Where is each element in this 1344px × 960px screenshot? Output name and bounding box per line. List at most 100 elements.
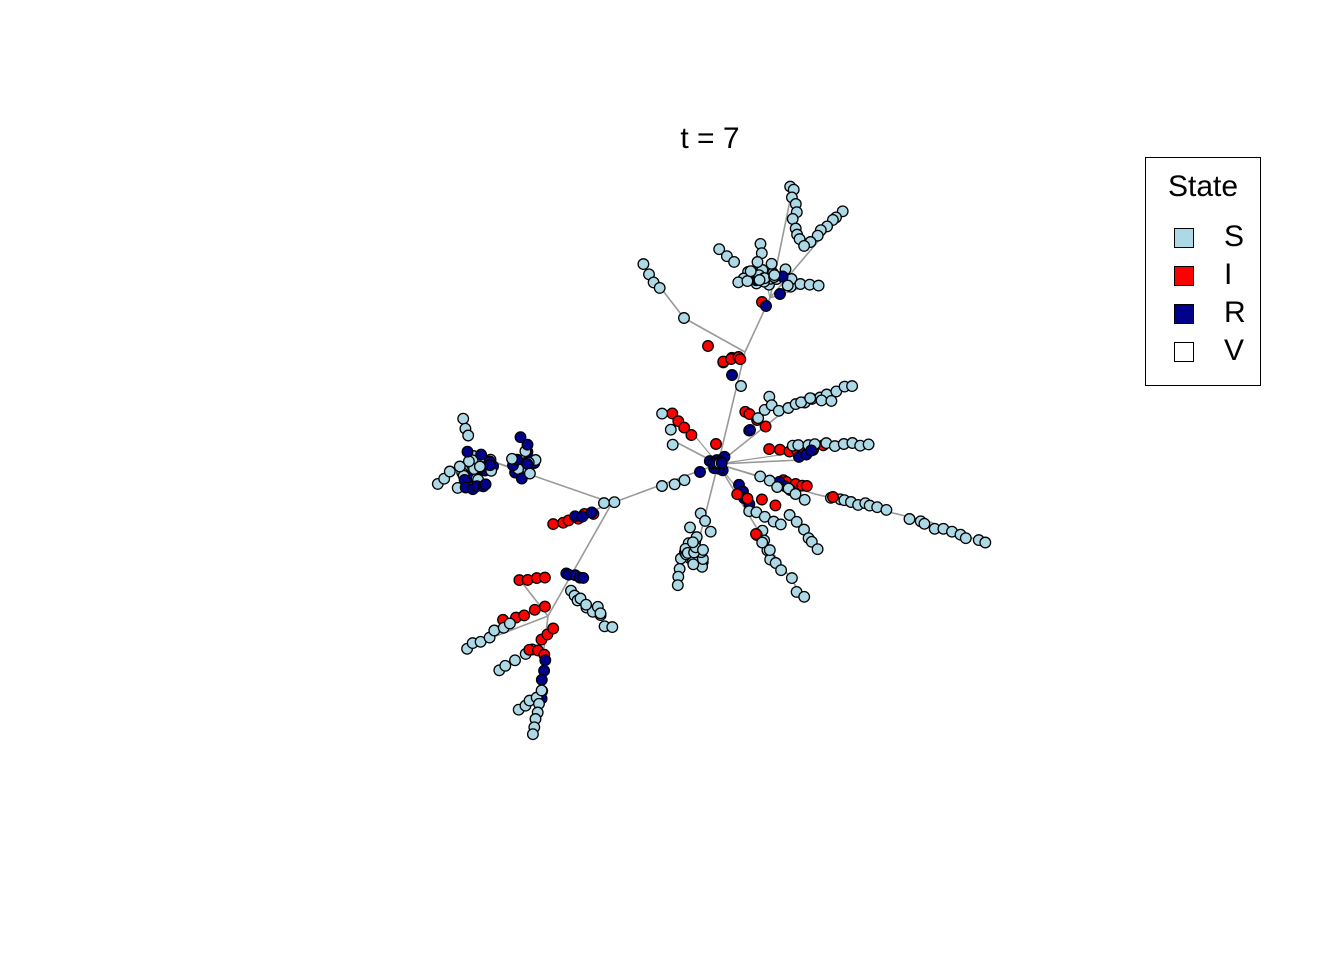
legend-swatch-v	[1174, 342, 1194, 362]
network-node-s	[735, 380, 747, 392]
network-node-s	[804, 392, 817, 405]
legend-item-i: I	[1172, 258, 1257, 291]
network-node-r	[514, 431, 527, 444]
network-node-s	[606, 621, 619, 634]
network-node-s	[763, 474, 776, 487]
network-node-s	[825, 394, 838, 407]
network-node-s	[697, 543, 709, 556]
network-node-s	[499, 659, 512, 672]
network-node-r	[521, 438, 534, 451]
network-node-r	[694, 466, 706, 478]
network-edge	[547, 502, 613, 617]
network-node-i	[678, 421, 691, 434]
network-node-s	[526, 728, 539, 741]
network-node-s	[781, 279, 794, 292]
network-node-s	[687, 558, 700, 571]
network-node-s	[758, 510, 771, 523]
network-node-s	[753, 274, 766, 286]
network-edge	[487, 459, 613, 504]
network-node-s	[686, 536, 699, 549]
network-edge	[683, 317, 746, 353]
network-node-i	[769, 499, 782, 512]
network-node-r	[760, 300, 772, 312]
network-node-s	[959, 532, 972, 545]
network-node-i	[538, 600, 551, 613]
network-node-s	[523, 467, 536, 480]
network-node-s	[751, 256, 764, 268]
legend-label-r: R	[1224, 296, 1246, 329]
network-node-s	[792, 439, 805, 452]
legend: State S I R V	[1145, 157, 1261, 386]
network-node-s	[903, 513, 916, 525]
plot-title: t = 7	[680, 122, 740, 155]
network-node-s	[768, 269, 781, 282]
network-node-s	[684, 521, 696, 534]
legend-label-i: I	[1224, 258, 1233, 291]
network-node-s	[798, 493, 811, 506]
network-node-s	[765, 257, 778, 270]
network-node-s	[880, 503, 893, 516]
network-node-i	[773, 443, 786, 456]
network-node-r	[461, 445, 474, 458]
legend-item-r: R	[1172, 296, 1257, 329]
network-node-s	[713, 243, 726, 256]
network-node-s	[473, 460, 486, 473]
network-node-r	[475, 448, 488, 461]
network-node-s	[656, 407, 669, 420]
network-node-r	[484, 459, 497, 472]
network-node-s	[656, 480, 668, 492]
legend-swatch-s	[1174, 228, 1194, 248]
network-node-s	[594, 607, 607, 620]
network-node-s	[668, 478, 681, 491]
network-node-s	[453, 460, 466, 473]
network-node-s	[811, 543, 824, 556]
network-node-s	[744, 265, 757, 278]
network-node-s	[699, 514, 712, 527]
network-node-s	[774, 518, 787, 531]
network-node-r	[715, 457, 728, 469]
network-edge	[717, 459, 801, 465]
network-node-s	[704, 525, 717, 538]
network-node-s	[509, 654, 521, 667]
legend-item-s: S	[1172, 220, 1257, 253]
network-node-s	[798, 239, 811, 252]
network-node-r	[805, 444, 818, 457]
network-node-s	[666, 438, 679, 451]
network-node-i	[759, 420, 772, 433]
network-node-i	[710, 438, 722, 450]
network-node-i	[827, 491, 839, 503]
legend-label-s: S	[1224, 220, 1245, 253]
network-node-s	[678, 312, 690, 324]
network-node-i	[731, 488, 744, 501]
network-node-i	[750, 528, 762, 540]
network-node-s	[752, 412, 765, 425]
legend-swatch-i	[1174, 266, 1194, 286]
legend-label-v: V	[1224, 334, 1245, 367]
network-node-s	[678, 474, 691, 487]
network-node-s	[598, 497, 610, 510]
network-nodes	[431, 180, 992, 741]
network-node-i	[547, 518, 560, 531]
network-node-r	[539, 654, 552, 667]
network-node-i	[518, 609, 531, 622]
network-node-r	[535, 673, 548, 686]
legend-item-v: V	[1172, 334, 1257, 367]
network-node-i	[702, 340, 714, 352]
network-node-s	[535, 684, 548, 697]
network-node-s	[918, 517, 931, 530]
network-edge	[717, 351, 746, 465]
network-node-i	[755, 493, 768, 506]
legend-swatch-r	[1174, 304, 1194, 324]
network-node-i	[800, 480, 813, 492]
network-node-s	[506, 452, 518, 465]
network-node-r	[585, 506, 598, 519]
network-node-r	[744, 424, 756, 436]
network-node-s	[783, 509, 796, 521]
network-node-s	[741, 275, 754, 288]
network-node-s	[664, 423, 677, 436]
network-node-s	[763, 544, 776, 557]
legend-title: State	[1167, 170, 1239, 203]
network-node-s	[979, 536, 992, 549]
network-node-r	[774, 288, 786, 300]
